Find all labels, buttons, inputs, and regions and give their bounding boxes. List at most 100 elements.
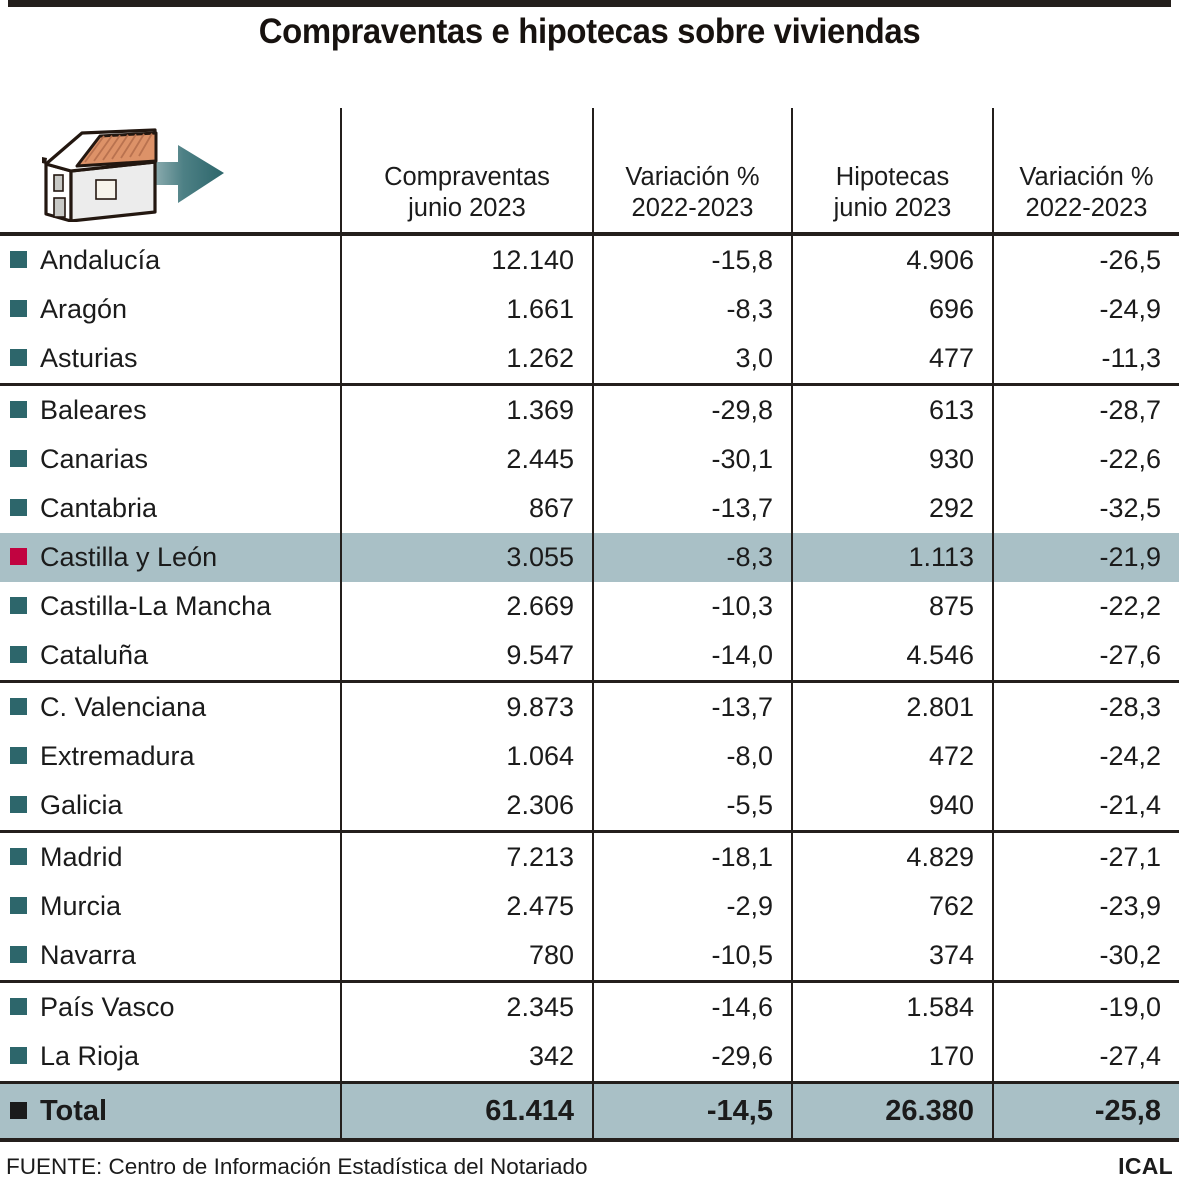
table-row[interactable]: C. Valenciana 9.873 -13,7 2.801 -28,3 [0, 681, 1179, 733]
square-bullet-icon [10, 597, 27, 614]
header-compraventas-line1: Compraventas [384, 162, 550, 191]
cell-hipotecas: 4.829 [791, 831, 993, 882]
total-label: Total [40, 1094, 108, 1127]
footer-divider [0, 1138, 1179, 1141]
cell-variacion-hipotecas: -27,6 [992, 631, 1179, 683]
cell-variacion-hipotecas: -28,3 [992, 681, 1179, 732]
table-row[interactable]: Extremadura 1.064 -8,0 472 -24,2 [0, 732, 1179, 781]
table-row[interactable]: Castilla y León 3.055 -8,3 1.113 -21,9 [0, 533, 1179, 582]
region-label: Extremadura [40, 741, 195, 771]
table-row[interactable]: Asturias 1.262 3,0 477 -11,3 [0, 334, 1179, 386]
square-bullet-icon [10, 1047, 27, 1064]
row-name-cell: C. Valenciana [0, 682, 341, 733]
region-label: Asturias [40, 343, 138, 373]
footer: FUENTE: Centro de Información Estadístic… [0, 1150, 1179, 1183]
table-row[interactable]: Canarias 2.445 -30,1 930 -22,6 [0, 435, 1179, 484]
cell-hipotecas: 2.801 [791, 681, 993, 732]
region-label: Madrid [40, 842, 123, 872]
cell-variacion-hipotecas: -26,5 [992, 234, 1179, 285]
row-name-cell: Madrid [0, 832, 341, 883]
square-bullet-icon [10, 349, 27, 366]
cell-compraventas: 1.262 [340, 334, 593, 386]
header-compraventas: Compraventas junio 2023 [340, 108, 593, 234]
header-variacion-hipotecas: Variación % 2022-2023 [992, 108, 1179, 234]
cell-variacion-hipotecas: -11,3 [992, 334, 1179, 386]
table-row[interactable]: Cataluña 9.547 -14,0 4.546 -27,6 [0, 631, 1179, 683]
agency-logo: ICAL [1118, 1153, 1173, 1179]
row-name-cell: País Vasco [0, 982, 341, 1033]
house-with-arrow-icon [42, 128, 224, 222]
table-row-total[interactable]: Total 61.414 -14,5 26.380 -25,8 [0, 1081, 1179, 1142]
cell-variacion-compraventas: -8,3 [592, 285, 792, 334]
row-name-cell: Asturias [0, 334, 341, 386]
table-row[interactable]: Aragón 1.661 -8,3 696 -24,9 [0, 285, 1179, 334]
row-name-cell: Extremadura [0, 732, 341, 781]
cell-variacion-hipotecas: -19,0 [992, 981, 1179, 1032]
table-row[interactable]: Andalucía 12.140 -15,8 4.906 -26,5 [0, 234, 1179, 285]
cell-variacion-hipotecas: -21,4 [992, 781, 1179, 833]
table-row[interactable]: Galicia 2.306 -5,5 940 -21,4 [0, 781, 1179, 833]
row-name-cell: Baleares [0, 385, 341, 436]
square-bullet-icon [10, 796, 27, 813]
total-variacion-hipotecas: -25,8 [992, 1081, 1179, 1142]
cell-compraventas: 2.669 [340, 582, 593, 631]
region-label: Baleares [40, 395, 147, 425]
region-label: Cantabria [40, 493, 158, 523]
cell-hipotecas: 1.584 [791, 981, 993, 1032]
cell-hipotecas: 613 [791, 384, 993, 435]
cell-variacion-hipotecas: -24,9 [992, 285, 1179, 334]
row-name-cell: Andalucía [0, 234, 341, 285]
cell-hipotecas: 1.113 [791, 533, 993, 582]
cell-hipotecas: 940 [791, 781, 993, 833]
cell-variacion-compraventas: -14,6 [592, 981, 792, 1032]
cell-variacion-compraventas: -13,7 [592, 681, 792, 732]
table-row[interactable]: Baleares 1.369 -29,8 613 -28,7 [0, 384, 1179, 436]
cell-variacion-hipotecas: -27,1 [992, 831, 1179, 882]
square-bullet-icon [10, 698, 27, 715]
source-text: FUENTE: Centro de Información Estadístic… [6, 1153, 588, 1179]
table-row[interactable]: Murcia 2.475 -2,9 762 -23,9 [0, 882, 1179, 931]
square-bullet-icon [10, 848, 27, 865]
cell-variacion-compraventas: -30,1 [592, 435, 792, 484]
table-row[interactable]: Castilla-La Mancha 2.669 -10,3 875 -22,2 [0, 582, 1179, 631]
region-label: Castilla-La Mancha [40, 591, 272, 621]
row-name-cell: Galicia [0, 781, 341, 833]
cell-compraventas: 12.140 [340, 234, 593, 285]
header-hipotecas: Hipotecas junio 2023 [791, 108, 993, 234]
cell-variacion-compraventas: -8,0 [592, 732, 792, 781]
row-name-cell: Cataluña [0, 631, 341, 683]
region-label: Navarra [40, 940, 137, 970]
cell-compraventas: 2.306 [340, 781, 593, 833]
header-icon-cell [0, 108, 341, 234]
cell-variacion-hipotecas: -27,4 [992, 1032, 1179, 1083]
square-bullet-icon [10, 946, 27, 963]
header-hipotecas-line1: Hipotecas [835, 162, 950, 191]
square-bullet-icon [10, 251, 27, 268]
square-bullet-icon [10, 499, 27, 516]
cell-variacion-compraventas: -10,5 [592, 931, 792, 983]
header-variacion-hipotecas-line2: 2022-2023 [1025, 193, 1148, 222]
cell-variacion-hipotecas: -24,2 [992, 732, 1179, 781]
region-label: Cataluña [40, 640, 149, 670]
table-row[interactable]: Navarra 780 -10,5 374 -30,2 [0, 931, 1179, 983]
table-row[interactable]: Madrid 7.213 -18,1 4.829 -27,1 [0, 831, 1179, 883]
table-row[interactable]: Cantabria 867 -13,7 292 -32,5 [0, 484, 1179, 533]
table-row[interactable]: País Vasco 2.345 -14,6 1.584 -19,0 [0, 981, 1179, 1033]
row-name-cell: Aragón [0, 285, 341, 334]
cell-variacion-compraventas: -5,5 [592, 781, 792, 833]
square-bullet-icon [10, 401, 27, 418]
square-bullet-icon [10, 646, 27, 663]
cell-variacion-compraventas: -2,9 [592, 882, 792, 931]
cell-variacion-compraventas: -14,0 [592, 631, 792, 683]
row-name-cell: La Rioja [0, 1032, 341, 1083]
cell-compraventas: 9.873 [340, 681, 593, 732]
table-row[interactable]: La Rioja 342 -29,6 170 -27,4 [0, 1032, 1179, 1083]
cell-compraventas: 2.445 [340, 435, 593, 484]
region-label: Murcia [40, 891, 122, 921]
cell-compraventas: 867 [340, 484, 593, 533]
cell-variacion-compraventas: 3,0 [592, 334, 792, 386]
square-bullet-icon [10, 998, 27, 1015]
region-label: Castilla y León [40, 542, 218, 572]
header-hipotecas-line2: junio 2023 [833, 193, 952, 222]
cell-variacion-hipotecas: -22,2 [992, 582, 1179, 631]
